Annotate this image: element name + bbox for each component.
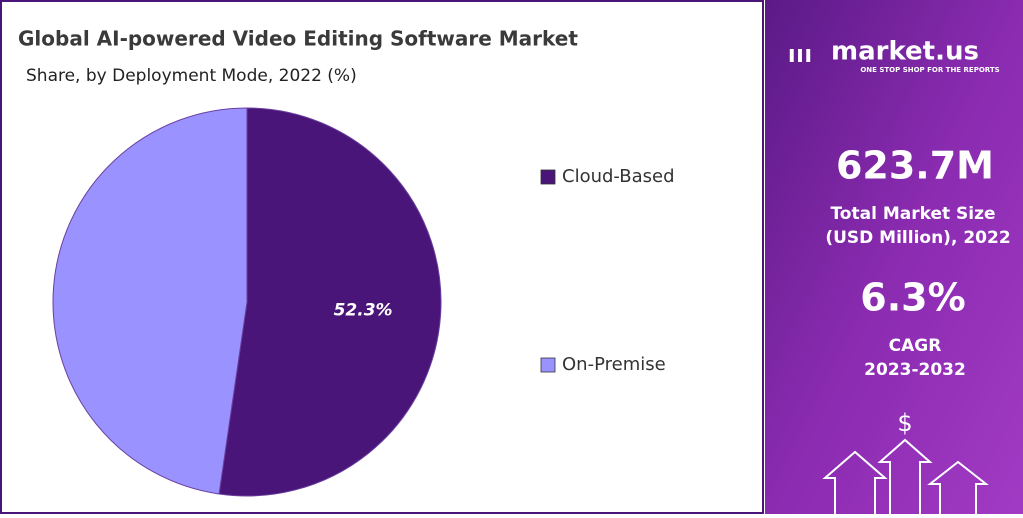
market-size-label: Total Market Size <box>830 204 995 224</box>
cagr: 6.3% <box>860 276 965 320</box>
market-size-label: (USD Million), 2022 <box>825 228 1010 248</box>
chart-subtitle: Share, by Deployment Mode, 2022 (%) <box>26 66 357 86</box>
legend-label: Cloud-Based <box>562 166 675 187</box>
logo-mark: ווו <box>788 40 813 68</box>
value-label: 52.3% <box>334 300 393 320</box>
pie-slice <box>52 107 248 495</box>
arrow-icon <box>822 450 888 514</box>
side-panel <box>765 0 1023 514</box>
cagr-label: 2023-2032 <box>864 360 966 380</box>
legend-swatch <box>540 169 556 185</box>
cagr-label: CAGR <box>889 336 942 356</box>
market-size: 623.7M <box>836 144 994 188</box>
arrow-icon <box>927 460 989 514</box>
legend-swatch <box>540 357 556 373</box>
pie-slice <box>218 107 442 497</box>
brand: market.us <box>831 37 979 67</box>
currency-icon: $ <box>897 409 912 437</box>
arrow-icon <box>877 438 933 514</box>
side-content: ווו market.us ONE STOP SHOP FOR THE REPO… <box>788 37 1011 514</box>
legend-label: On-Premise <box>562 354 666 375</box>
tagline: ONE STOP SHOP FOR THE REPORTS <box>860 66 999 74</box>
chart-title: Global AI-powered Video Editing Software… <box>18 27 578 51</box>
